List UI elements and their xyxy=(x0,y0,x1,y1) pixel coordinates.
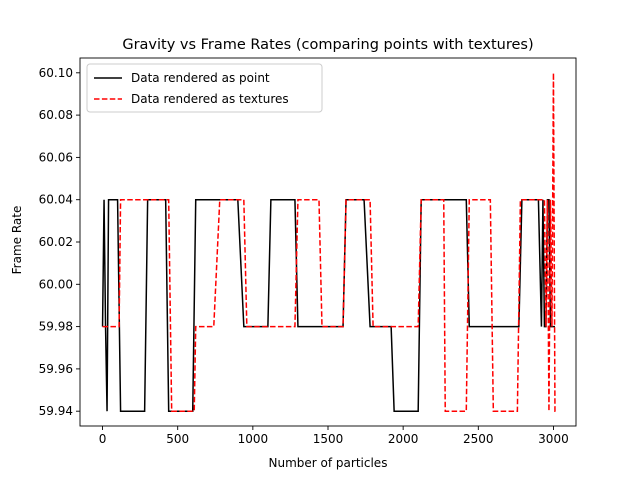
x-tick-label: 1500 xyxy=(313,432,344,446)
x-tick-label: 2000 xyxy=(388,432,419,446)
y-tick-label: 60.04 xyxy=(39,193,73,207)
y-axis: 59.94 59.96 59.98 60.00 60.02 60.04 60.06 60.08… xyxy=(39,66,80,418)
y-tick-label: 60.08 xyxy=(39,108,73,122)
x-axis: 0 500 1000 1500 2000 2500 3000 xyxy=(99,426,569,446)
x-tick-label: 1000 xyxy=(238,432,269,446)
y-tick-label: 60.00 xyxy=(39,277,73,291)
legend-label-2: Data rendered as textures xyxy=(131,92,289,106)
legend-box xyxy=(86,63,323,113)
x-tick-label: 3000 xyxy=(538,432,569,446)
series-line-2 xyxy=(102,72,557,412)
y-tick-label: 60.10 xyxy=(39,66,73,80)
y-tick-label: 60.06 xyxy=(39,150,73,164)
x-tick-label: 500 xyxy=(166,432,189,446)
chart-title: Gravity vs Frame Rates (comparing points… xyxy=(122,37,533,53)
x-tick-label: 2500 xyxy=(463,432,494,446)
y-tick-label: 60.02 xyxy=(39,235,73,249)
y-axis-label: Frame Rate xyxy=(10,206,24,275)
y-tick-label: 59.94 xyxy=(39,404,73,418)
legend-label-1: Data rendered as point xyxy=(131,71,270,85)
x-axis-label: Number of particles xyxy=(269,456,388,470)
y-tick-label: 59.96 xyxy=(39,362,73,376)
y-tick-label: 59.98 xyxy=(39,320,73,334)
legend: Data rendered as point Data rendered as t… xyxy=(86,63,323,113)
x-tick-label: 0 xyxy=(99,432,107,446)
